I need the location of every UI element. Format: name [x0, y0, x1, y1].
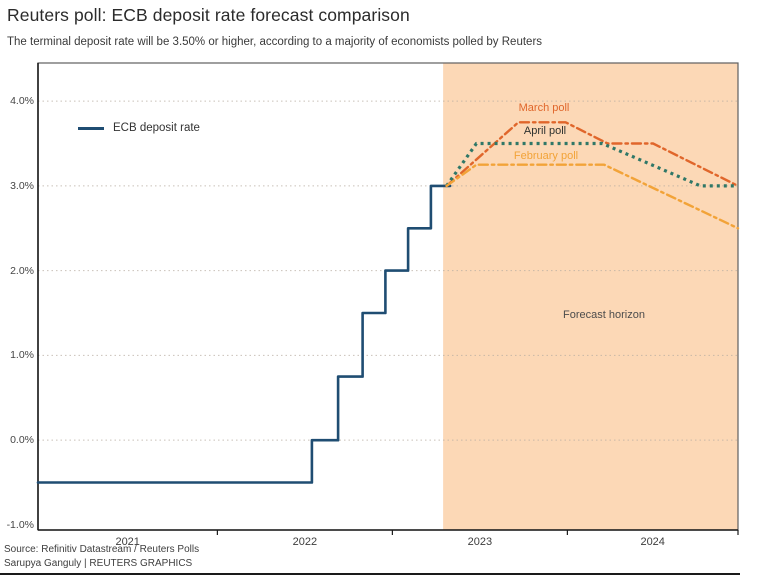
y-tick-label: 2.0%	[10, 264, 34, 277]
series-line-april	[445, 141, 738, 188]
x-tick-label: 2024	[640, 536, 665, 548]
x-tick-label: 2021	[115, 536, 140, 548]
february-poll-label: February poll	[513, 150, 579, 162]
forecast-horizon-label: Forecast horizon	[563, 309, 645, 321]
april-poll-label: April poll	[523, 125, 567, 137]
series-line-ecb	[36, 184, 452, 484]
x-tick-label: 2022	[292, 536, 318, 548]
series-line-february	[445, 163, 740, 230]
march-poll-label: March poll	[518, 102, 570, 114]
x-tick-label: 2023	[467, 536, 493, 548]
credit-text: Sarupya Ganguly | REUTERS GRAPHICS	[4, 558, 193, 569]
series-line-march	[445, 121, 740, 188]
source-text: Source: Refinitiv Datastream / Reuters P…	[4, 544, 200, 555]
bottom-rule	[0, 573, 740, 575]
y-tick-label: 0.0%	[10, 434, 34, 447]
page-subtitle: The terminal deposit rate will be 3.50% …	[7, 36, 543, 48]
legend: ECB deposit rate	[78, 122, 200, 134]
y-tick-label: 1.0%	[10, 349, 34, 362]
y-tick-label: 3.0%	[10, 179, 34, 192]
legend-label: ECB deposit rate	[113, 122, 200, 134]
legend-line-swatch	[78, 126, 104, 130]
page-title: Reuters poll: ECB deposit rate forecast …	[7, 5, 410, 25]
y-tick-label: 4.0%	[10, 95, 34, 108]
forecast-region	[443, 63, 738, 530]
y-tick-label: -1.0%	[6, 518, 34, 531]
